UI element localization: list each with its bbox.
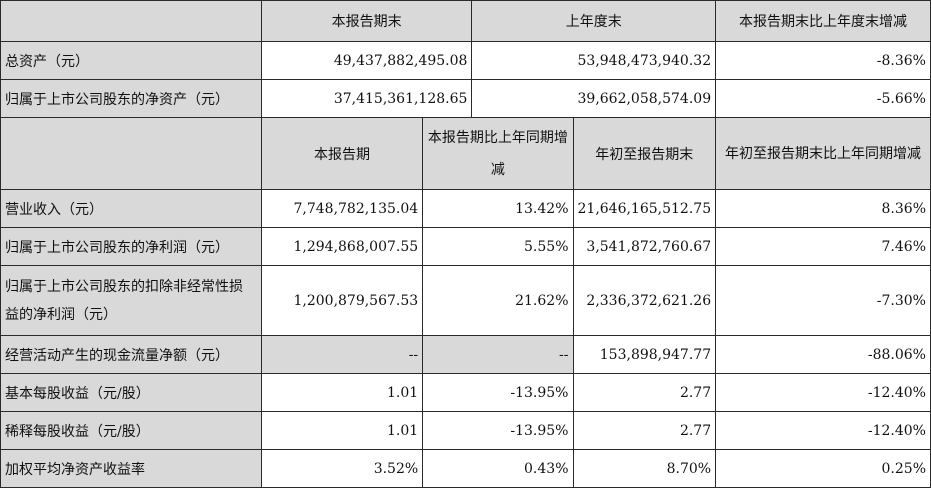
cell-value: 5.55% bbox=[422, 227, 574, 266]
cell-value: -13.95% bbox=[422, 411, 574, 450]
table-row: 加权平均净资产收益率 3.52% 0.43% 8.70% 0.25% bbox=[0, 449, 931, 488]
cell-value: 2.77 bbox=[572, 373, 717, 412]
top-header-period-end: 本报告期末 bbox=[260, 0, 473, 42]
cell-value: 2,336,372,621.26 bbox=[572, 265, 717, 336]
cell-value: -8.36% bbox=[715, 41, 931, 80]
bottom-header-ytd: 年初至报告期末 bbox=[572, 117, 717, 190]
cell-value: 8.70% bbox=[572, 449, 717, 488]
cell-value: 0.25% bbox=[715, 449, 931, 488]
cell-value: 1.01 bbox=[260, 411, 424, 450]
cell-value: -- bbox=[260, 335, 424, 374]
cell-value: 8.36% bbox=[715, 189, 931, 228]
row-label-net-assets: 归属于上市公司股东的净资产（元） bbox=[0, 79, 262, 118]
table-row: 经营活动产生的现金流量净额（元） -- -- 153,898,947.77 -8… bbox=[0, 335, 931, 374]
row-label-operating-cash-flow: 经营活动产生的现金流量净额（元） bbox=[0, 335, 262, 374]
row-label-net-profit-excl-nonrecurring: 归属于上市公司股东的扣除非经常性损益的净利润（元） bbox=[0, 265, 262, 336]
cell-value: -13.95% bbox=[422, 373, 574, 412]
cell-value: 1,200,879,567.53 bbox=[260, 265, 424, 336]
top-header-row: 本报告期末 上年度末 本报告期末比上年度末增减 bbox=[0, 0, 931, 42]
cell-value: -12.40% bbox=[715, 373, 931, 412]
table-row: 归属于上市公司股东的净资产（元） 37,415,361,128.65 39,66… bbox=[0, 79, 931, 118]
cell-value: -12.40% bbox=[715, 411, 931, 450]
bottom-header-period: 本报告期 bbox=[260, 117, 424, 190]
cell-value: 2.77 bbox=[572, 411, 717, 450]
row-label-total-assets: 总资产（元） bbox=[0, 41, 262, 80]
bottom-header-ytd-change: 年初至报告期末比上年同期增减 bbox=[715, 117, 931, 190]
top-header-blank bbox=[0, 0, 262, 42]
bottom-header-blank bbox=[0, 117, 262, 190]
cell-value: 49,437,882,495.08 bbox=[260, 41, 473, 80]
cell-value: 3,541,872,760.67 bbox=[572, 227, 717, 266]
bottom-header-period-change: 本报告期比上年同期增减 bbox=[422, 117, 574, 190]
cell-value: -7.30% bbox=[715, 265, 931, 336]
top-header-prior-year-end: 上年度末 bbox=[471, 0, 717, 42]
cell-value: -88.06% bbox=[715, 335, 931, 374]
cell-value: 7,748,782,135.04 bbox=[260, 189, 424, 228]
table-row: 基本每股收益（元/股） 1.01 -13.95% 2.77 -12.40% bbox=[0, 373, 931, 412]
cell-value: 0.43% bbox=[422, 449, 574, 488]
cell-value: 1.01 bbox=[260, 373, 424, 412]
cell-value: 37,415,361,128.65 bbox=[260, 79, 473, 118]
top-header-change: 本报告期末比上年度末增减 bbox=[715, 0, 931, 42]
row-label-weighted-roe: 加权平均净资产收益率 bbox=[0, 449, 262, 488]
cell-value: 21,646,165,512.75 bbox=[572, 189, 717, 228]
row-label-net-profit: 归属于上市公司股东的净利润（元） bbox=[0, 227, 262, 266]
cell-value: 7.46% bbox=[715, 227, 931, 266]
cell-value: 21.62% bbox=[422, 265, 574, 336]
cell-value: -5.66% bbox=[715, 79, 931, 118]
cell-value: 13.42% bbox=[422, 189, 574, 228]
table-row: 总资产（元） 49,437,882,495.08 53,948,473,940.… bbox=[0, 41, 931, 80]
table-row: 归属于上市公司股东的扣除非经常性损益的净利润（元） 1,200,879,567.… bbox=[0, 265, 931, 336]
table-row: 归属于上市公司股东的净利润（元） 1,294,868,007.55 5.55% … bbox=[0, 227, 931, 266]
bottom-header-row: 本报告期 本报告期比上年同期增减 年初至报告期末 年初至报告期末比上年同期增减 bbox=[0, 117, 931, 190]
cell-value: 3.52% bbox=[260, 449, 424, 488]
cell-value: 1,294,868,007.55 bbox=[260, 227, 424, 266]
table-row: 稀释每股收益（元/股） 1.01 -13.95% 2.77 -12.40% bbox=[0, 411, 931, 450]
row-label-diluted-eps: 稀释每股收益（元/股） bbox=[0, 411, 262, 450]
cell-value: 53,948,473,940.32 bbox=[471, 41, 717, 80]
row-label-basic-eps: 基本每股收益（元/股） bbox=[0, 373, 262, 412]
table-row: 营业收入（元） 7,748,782,135.04 13.42% 21,646,1… bbox=[0, 189, 931, 228]
cell-value: -- bbox=[422, 335, 574, 374]
row-label-revenue: 营业收入（元） bbox=[0, 189, 262, 228]
cell-value: 153,898,947.77 bbox=[572, 335, 717, 374]
cell-value: 39,662,058,574.09 bbox=[471, 79, 717, 118]
